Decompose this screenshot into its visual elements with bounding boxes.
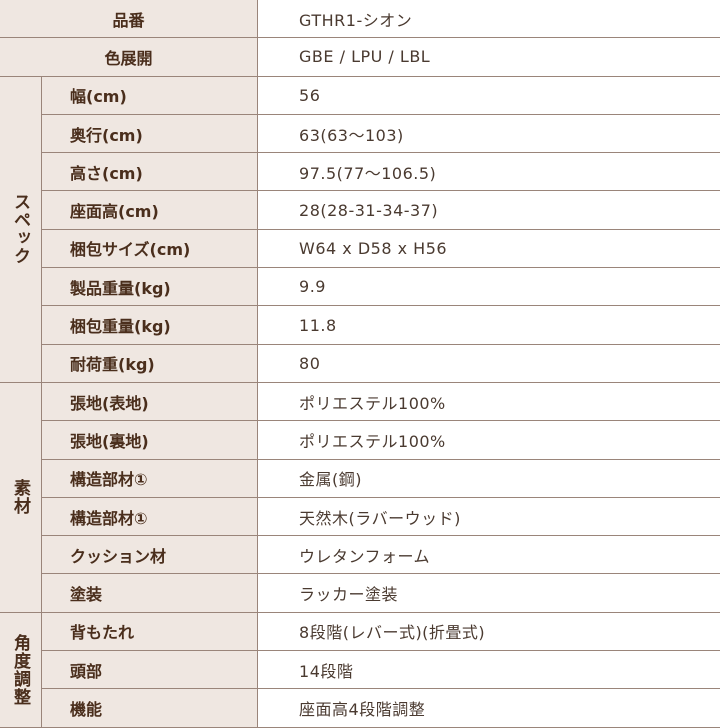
- row-value: GTHR1-シオン: [257, 0, 720, 39]
- row-value: W64 x D58 x H56: [257, 228, 720, 269]
- spec-row: 張地(裏地) ポリエステル100%: [0, 420, 720, 460]
- row-label: 耐荷重(kg): [40, 343, 259, 383]
- row-label: 構造部材①: [40, 496, 259, 537]
- category-label: 角度調整: [0, 611, 42, 728]
- spec-row: 機能 座面高4段階調整: [0, 688, 720, 728]
- spec-row: 梱包重量(kg) 11.8: [0, 305, 720, 345]
- row-label: 奥行(cm): [40, 113, 259, 154]
- spec-row: 奥行(cm) 63(63〜103): [0, 113, 720, 154]
- spec-row: クッション材 ウレタンフォーム: [0, 535, 720, 575]
- row-label: 品番: [0, 0, 259, 39]
- row-value: 天然木(ラバーウッド): [257, 496, 720, 537]
- spec-row: 素材 張地(表地) ポリエステル100%: [0, 381, 720, 613]
- row-label: クッション材: [40, 535, 259, 575]
- spec-row: 角度調整 背もたれ 8段階(レバー式)(折畳式): [0, 611, 720, 728]
- row-value: 8段階(レバー式)(折畳式): [257, 611, 720, 652]
- row-label: 機能: [40, 688, 259, 728]
- spec-row: 構造部材① 天然木(ラバーウッド): [0, 496, 720, 537]
- row-value: 80: [257, 343, 720, 383]
- spec-row: 梱包サイズ(cm) W64 x D58 x H56: [0, 228, 720, 269]
- spec-row: 耐荷重(kg) 80: [0, 343, 720, 383]
- row-label: 頭部: [40, 650, 259, 690]
- row-value: 28(28-31-34-37): [257, 190, 720, 230]
- row-value: 11.8: [257, 305, 720, 345]
- row-value: 56: [257, 75, 720, 115]
- spec-row: 頭部 14段階: [0, 650, 720, 690]
- category-label: 素材: [0, 381, 42, 613]
- row-value: 金属(鋼): [257, 458, 720, 498]
- row-value: 63(63〜103): [257, 113, 720, 154]
- spec-row: 品番 GTHR1-シオン: [0, 0, 720, 39]
- spec-row: 高さ(cm) 97.5(77〜106.5): [0, 152, 720, 192]
- row-label: 梱包重量(kg): [40, 305, 259, 345]
- row-label: 塗装: [40, 573, 259, 613]
- row-label: 張地(裏地): [40, 420, 259, 460]
- spec-row: 座面高(cm) 28(28-31-34-37): [0, 190, 720, 230]
- row-value: 9.9: [257, 267, 720, 307]
- spec-row: 色展開 GBE / LPU / LBL: [0, 37, 720, 77]
- row-label: 色展開: [0, 37, 259, 77]
- row-value: ポリエステル100%: [257, 420, 720, 460]
- spec-row: 製品重量(kg) 9.9: [0, 267, 720, 307]
- row-label: 高さ(cm): [40, 152, 259, 192]
- row-value: 座面高4段階調整: [257, 688, 720, 728]
- spec-row: 塗装 ラッカー塗装: [0, 573, 720, 613]
- row-label: 構造部材①: [40, 458, 259, 498]
- row-label: 製品重量(kg): [40, 267, 259, 307]
- spec-row: 構造部材① 金属(鋼): [0, 458, 720, 498]
- row-value: 14段階: [257, 650, 720, 690]
- row-label: 背もたれ: [40, 611, 259, 652]
- row-value: GBE / LPU / LBL: [257, 37, 720, 77]
- row-value: ウレタンフォーム: [257, 535, 720, 575]
- row-label: 幅(cm): [40, 75, 259, 115]
- category-label: スペック: [0, 75, 42, 383]
- row-value: ポリエステル100%: [257, 381, 720, 422]
- spec-row: スペック 幅(cm) 56: [0, 75, 720, 383]
- row-label: 座面高(cm): [40, 190, 259, 230]
- row-value: ラッカー塗装: [257, 573, 720, 613]
- row-label: 張地(表地): [40, 381, 259, 422]
- row-label: 梱包サイズ(cm): [40, 228, 259, 269]
- row-value: 97.5(77〜106.5): [257, 152, 720, 192]
